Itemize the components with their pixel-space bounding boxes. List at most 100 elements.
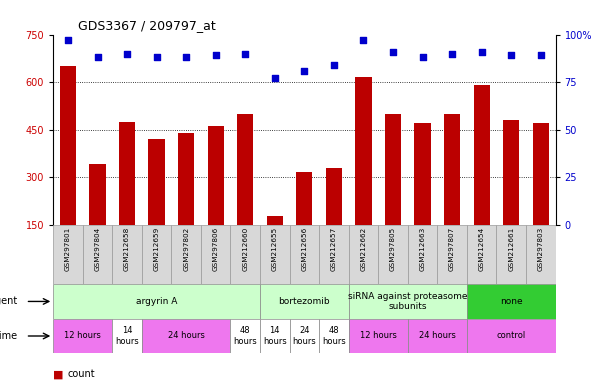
Text: GSM212663: GSM212663 (420, 227, 426, 271)
Bar (385, 114, 401, 272)
Point (63, 37, 73, 43)
Bar (296, 172, 313, 272)
Text: GSM212660: GSM212660 (242, 227, 248, 271)
Bar (408, 319, 467, 353)
Text: ■: ■ (53, 369, 64, 379)
Bar (326, 168, 342, 272)
Bar (237, 114, 254, 272)
Bar (142, 319, 230, 353)
Point (152, 54, 161, 60)
Text: none: none (500, 297, 522, 306)
Bar (496, 225, 526, 284)
Text: agent: agent (0, 296, 18, 306)
Bar (473, 85, 490, 272)
Text: GSM297804: GSM297804 (95, 227, 100, 271)
Bar (53, 284, 260, 319)
Bar (349, 284, 467, 319)
Bar (319, 225, 349, 284)
Text: 14
hours: 14 hours (115, 326, 139, 346)
Point (270, 75, 280, 81)
Bar (142, 225, 171, 284)
Text: 12 hours: 12 hours (64, 331, 101, 341)
Text: control: control (496, 331, 526, 341)
Bar (230, 225, 260, 284)
Text: GSM212658: GSM212658 (124, 227, 130, 271)
Bar (119, 122, 135, 272)
Bar (230, 319, 260, 353)
Bar (83, 225, 112, 284)
Bar (349, 319, 408, 353)
Bar (53, 319, 112, 353)
Text: GSM212656: GSM212656 (301, 227, 307, 271)
Text: 24 hours: 24 hours (168, 331, 204, 341)
Text: GSM212659: GSM212659 (154, 227, 160, 271)
Bar (290, 319, 319, 353)
Point (359, 37, 368, 43)
Bar (201, 225, 230, 284)
Text: 14
hours: 14 hours (263, 326, 287, 346)
Bar (53, 225, 83, 284)
Point (241, 51, 250, 57)
Bar (260, 225, 290, 284)
Bar (467, 284, 556, 319)
Text: count: count (68, 369, 96, 379)
Text: GSM297801: GSM297801 (65, 227, 71, 271)
Point (447, 51, 457, 57)
Point (93, 54, 102, 60)
Point (181, 54, 191, 60)
Text: GSM297805: GSM297805 (390, 227, 396, 271)
Bar (414, 123, 431, 272)
Bar (532, 123, 549, 272)
Text: GSM297803: GSM297803 (538, 227, 544, 271)
Bar (444, 114, 460, 272)
Point (418, 54, 427, 60)
Bar (503, 120, 519, 272)
Text: 48
hours: 48 hours (322, 326, 346, 346)
Bar (267, 216, 283, 272)
Text: GSM297807: GSM297807 (449, 227, 455, 271)
Bar (178, 133, 194, 272)
Text: 24
hours: 24 hours (293, 326, 316, 346)
Text: GSM297802: GSM297802 (183, 227, 189, 271)
Text: siRNA against proteasome
subunits: siRNA against proteasome subunits (348, 292, 467, 311)
Bar (60, 66, 76, 272)
Text: GDS3367 / 209797_at: GDS3367 / 209797_at (78, 19, 216, 32)
Bar (319, 319, 349, 353)
Bar (171, 225, 201, 284)
Text: GSM212654: GSM212654 (479, 227, 485, 271)
Bar (260, 284, 349, 319)
Bar (207, 126, 224, 272)
Point (211, 52, 220, 58)
Text: GSM212655: GSM212655 (272, 227, 278, 271)
Bar (349, 225, 378, 284)
Bar (112, 319, 142, 353)
Text: GSM212657: GSM212657 (331, 227, 337, 271)
Bar (408, 225, 437, 284)
Text: GSM212662: GSM212662 (361, 227, 366, 271)
Bar (112, 225, 142, 284)
Text: 24 hours: 24 hours (419, 331, 456, 341)
Text: GSM212661: GSM212661 (508, 227, 514, 271)
Bar (526, 225, 556, 284)
Point (388, 49, 398, 55)
Bar (89, 164, 106, 272)
Point (536, 52, 545, 58)
Point (122, 51, 132, 57)
Point (506, 52, 516, 58)
Bar (290, 225, 319, 284)
Bar (378, 225, 408, 284)
Text: argyrin A: argyrin A (136, 297, 177, 306)
Text: GSM297806: GSM297806 (213, 227, 219, 271)
Text: time: time (0, 331, 18, 341)
Text: 12 hours: 12 hours (360, 331, 397, 341)
Bar (355, 77, 372, 272)
Bar (148, 139, 165, 272)
Point (329, 62, 339, 68)
Bar (467, 225, 496, 284)
Bar (467, 319, 556, 353)
Point (300, 68, 309, 74)
Text: bortezomib: bortezomib (278, 297, 330, 306)
Bar (260, 319, 290, 353)
Text: 48
hours: 48 hours (233, 326, 257, 346)
Bar (437, 225, 467, 284)
